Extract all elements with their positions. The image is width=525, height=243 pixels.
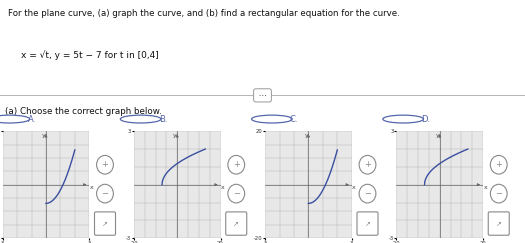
Text: y: y	[436, 133, 439, 138]
Text: A.: A.	[27, 114, 36, 124]
Text: −: −	[495, 189, 502, 198]
Text: +: +	[495, 160, 502, 169]
Text: −: −	[233, 189, 240, 198]
Text: For the plane curve, (a) graph the curve, and (b) find a rectangular equation fo: For the plane curve, (a) graph the curve…	[8, 9, 400, 18]
Text: +: +	[233, 160, 240, 169]
Text: x: x	[352, 185, 356, 190]
Text: x = √t, y = 5t − 7 for t in [0,4]: x = √t, y = 5t − 7 for t in [0,4]	[21, 51, 159, 61]
Text: ↗: ↗	[102, 221, 108, 226]
Text: B.: B.	[159, 114, 167, 124]
Text: x: x	[484, 185, 487, 190]
Text: y: y	[173, 133, 177, 138]
Text: ↗: ↗	[364, 221, 371, 226]
Text: x: x	[90, 185, 93, 190]
Text: ↗: ↗	[496, 221, 502, 226]
Text: (a) Choose the correct graph below.: (a) Choose the correct graph below.	[5, 107, 162, 116]
Text: x: x	[221, 185, 225, 190]
Text: +: +	[364, 160, 371, 169]
Text: ↗: ↗	[233, 221, 239, 226]
Text: y: y	[304, 133, 308, 138]
Text: y: y	[42, 133, 46, 138]
Text: ⋯: ⋯	[256, 91, 269, 100]
Text: −: −	[101, 189, 109, 198]
Text: D.: D.	[421, 114, 430, 124]
Text: +: +	[101, 160, 109, 169]
Text: −: −	[364, 189, 371, 198]
Text: C.: C.	[290, 114, 298, 124]
